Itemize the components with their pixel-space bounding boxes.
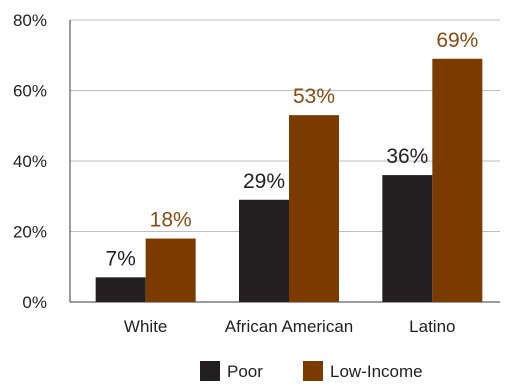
data-label: 18% (150, 209, 192, 232)
bar (239, 199, 289, 302)
legend-swatch (303, 361, 323, 381)
bar (432, 58, 483, 303)
category-label: Latino (409, 317, 455, 336)
legend-label: Low-Income (330, 362, 423, 381)
category-label: White (124, 317, 167, 336)
bar (95, 277, 146, 302)
y-tick-label: 40% (13, 152, 47, 171)
bar (382, 175, 433, 302)
y-axis-tick-labels: 0% 20% 40% 60% 80% (13, 11, 47, 312)
y-tick-label: 80% (13, 11, 47, 30)
data-label: 53% (293, 85, 335, 108)
category-label: African American (225, 317, 354, 336)
bar (145, 238, 196, 302)
y-tick-label: 20% (13, 223, 47, 242)
data-label: 7% (105, 247, 135, 270)
data-labels: 7% 18% 29% 53% 36% 69% (105, 29, 478, 271)
legend-swatch (200, 361, 220, 381)
bars (95, 58, 483, 303)
category-labels: White African American Latino (124, 317, 456, 336)
data-label: 69% (436, 29, 478, 52)
y-tick-label: 60% (13, 82, 47, 101)
y-tick-label: 0% (22, 293, 47, 312)
data-label: 29% (243, 170, 285, 193)
bar (289, 115, 339, 302)
legend-label: Poor (227, 362, 263, 381)
legend: Poor Low-Income (200, 361, 423, 381)
data-label: 36% (386, 145, 428, 168)
